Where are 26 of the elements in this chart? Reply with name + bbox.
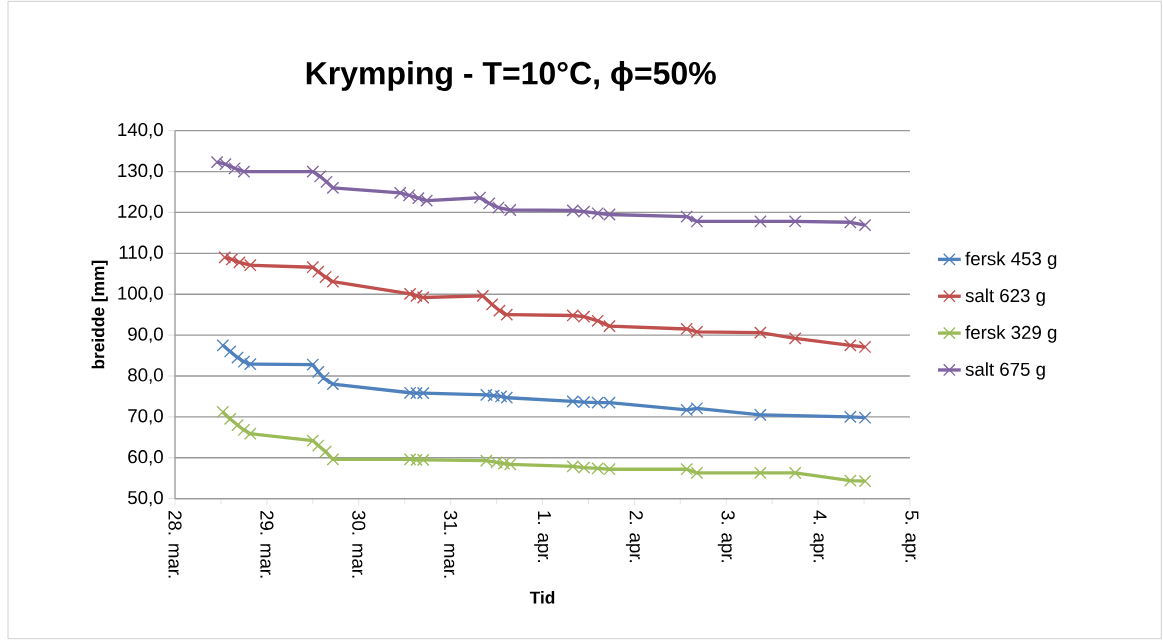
x-tick-label: 1. apr. <box>534 511 551 562</box>
y-tick-label: 90,0 <box>128 327 163 343</box>
y-tick-label: 50,0 <box>128 490 163 507</box>
x-tick-label: 3. apr. <box>717 510 735 562</box>
y-tick-label: 120,0 <box>118 204 163 221</box>
y-tick-label: 60,0 <box>128 450 163 466</box>
y-tick-label: 130,0 <box>118 163 163 180</box>
x-tick-label: 2. apr. <box>625 510 643 562</box>
x-tick-label: 28. mar. <box>168 510 182 578</box>
chart-title: Krymping - T=10°C, ϕ=50% <box>306 61 716 91</box>
y-tick-label: 80,0 <box>128 368 163 384</box>
x-tick-label: 31. mar. <box>444 510 458 578</box>
x-tick-label: 5. apr. <box>901 510 919 562</box>
legend-label: salt 623 g <box>965 288 1045 306</box>
y-tick-label: 100,0 <box>118 286 163 302</box>
y-tick-label: 70,0 <box>128 409 163 425</box>
y-axis-title: breidde [mm] <box>91 260 108 369</box>
x-tick-label: 29. mar. <box>260 510 274 578</box>
x-axis-title: Tid <box>529 591 555 604</box>
y-tick-label: 110,0 <box>119 245 163 262</box>
x-tick-label: 30. mar. <box>352 510 366 578</box>
legend-label: salt 675 g <box>965 362 1045 380</box>
x-tick-label: 4. apr. <box>809 510 827 562</box>
legend-label: fersk 453 g <box>965 251 1057 270</box>
y-tick-label: 140,0 <box>118 122 163 139</box>
legend-label: fersk 329 g <box>965 325 1057 343</box>
